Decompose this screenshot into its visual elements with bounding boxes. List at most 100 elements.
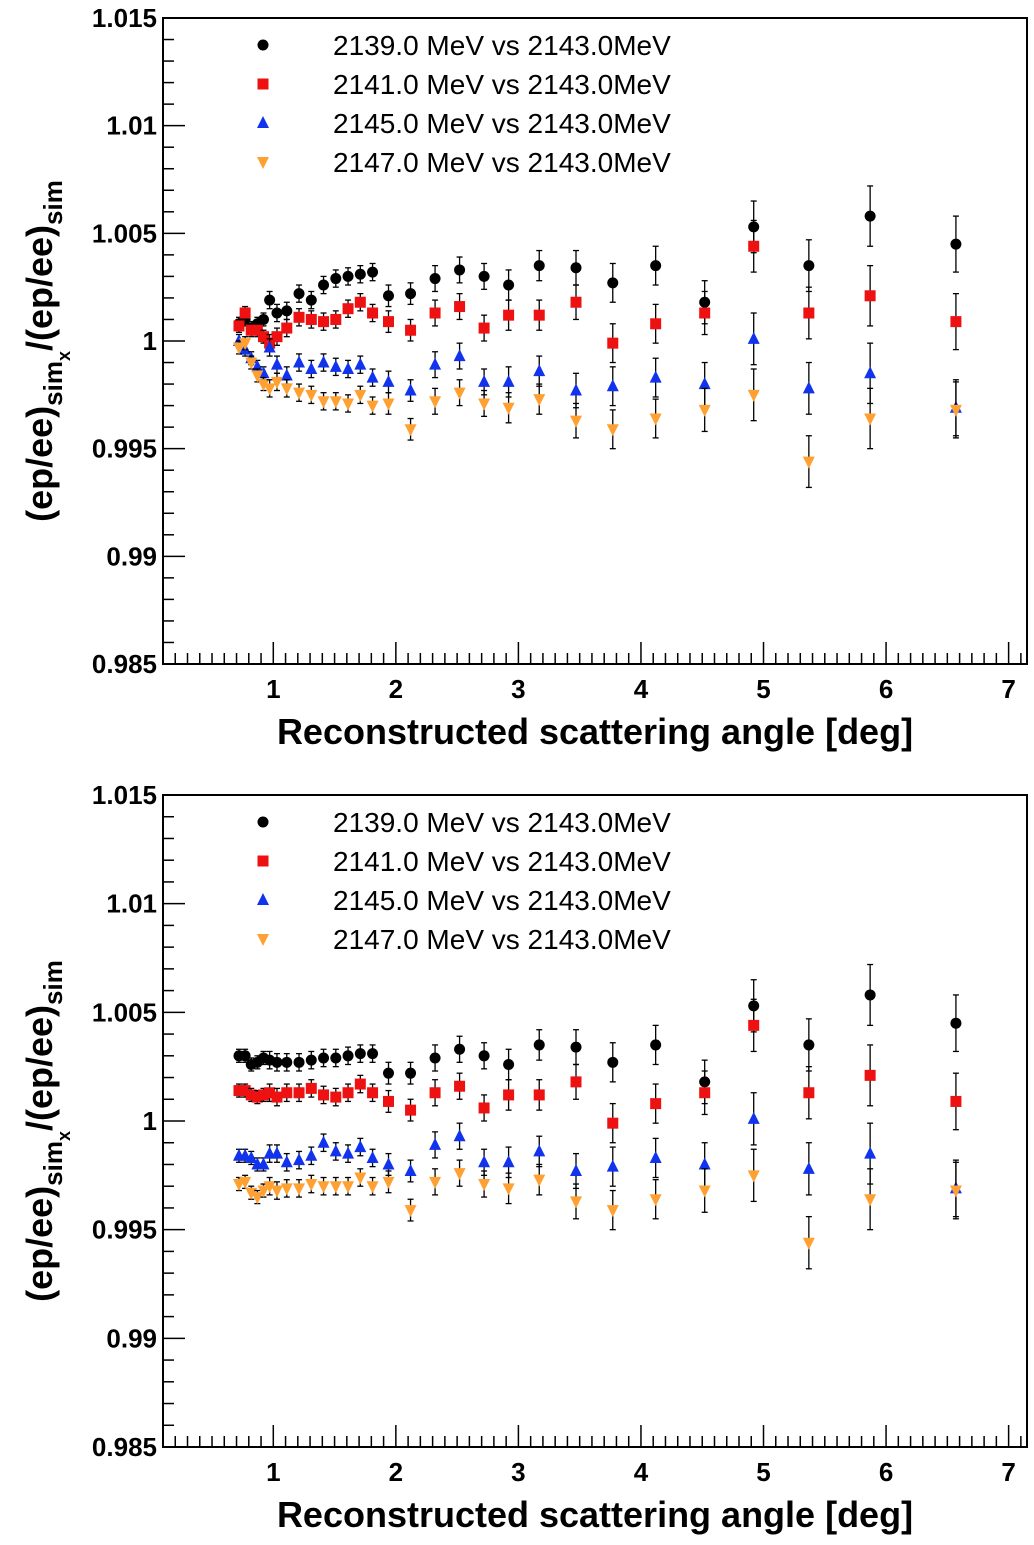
data-point [502,1172,515,1205]
data-point [305,1050,317,1070]
data-point [606,1189,619,1231]
data-point [245,1185,258,1200]
data-point [281,301,293,321]
data-point [802,361,815,415]
data-point [747,1092,760,1146]
data-point [649,398,662,439]
x-tick-label: 2 [389,674,403,704]
data-point [503,1048,515,1081]
data-point [382,1170,395,1194]
data-point [533,299,545,331]
data-point [318,1048,330,1068]
data-point [699,1070,711,1116]
data-point [570,1063,582,1100]
legend-item: 2147.0 MeV vs 2143.0MeV [257,924,671,955]
data-point [367,1083,379,1103]
data-point [382,284,394,308]
data-point [367,303,379,323]
data-point [453,342,466,370]
y-tick-label: 1 [143,326,157,356]
x-tick-label: 7 [1001,674,1015,704]
data-point [429,1079,441,1107]
data-point [650,303,662,344]
data-point [478,1094,490,1122]
data-point [503,299,515,331]
legend-label: 2139.0 MeV vs 2143.0MeV [333,807,671,838]
data-point [366,1176,379,1196]
x-axis-title: Reconstructed scattering angle [deg] [277,711,913,752]
data-point [478,314,490,342]
data-point [949,381,962,439]
data-point [305,310,317,329]
y-title-sub: sim [38,180,68,225]
data-point [281,318,293,338]
y-axis-title: (ep/ee)simx/(ep/ee)sim [19,960,74,1302]
data-point [453,1159,466,1187]
data-point [257,1157,270,1172]
data-point [280,1152,293,1172]
y-title-subsub: x [54,1131,74,1141]
data-point [354,292,366,312]
data-point [317,1133,330,1153]
data-point [270,372,283,392]
x-tick-label: 1 [266,674,280,704]
legend-item: 2141.0 MeV vs 2143.0MeV [257,69,671,100]
data-point [864,264,876,327]
data-point [280,1179,293,1198]
legend-item: 2139.0 MeV vs 2143.0MeV [257,807,671,838]
series-3 [232,312,962,437]
data-point [747,368,760,422]
data-point [293,284,305,303]
x-tick-label: 3 [511,1457,525,1487]
data-point [245,1150,258,1166]
data-point [342,394,355,413]
data-point [405,318,417,342]
data-point [239,1174,252,1190]
chart-panel-bottom: 0.985 0.99 0.995 1 1.005 1.01 1.015 1 2 3 4 5 6 7 Reco… [0,775,1034,1545]
data-point [293,1052,305,1072]
data-point [293,1083,305,1103]
data-point [453,379,466,407]
x-tick-label: 5 [756,674,770,704]
legend-label: 2145.0 MeV vs 2143.0MeV [333,108,671,139]
data-point [251,1189,264,1205]
data-point [533,355,546,387]
data-point [533,1029,545,1061]
data-point [382,310,394,334]
series-2 [233,219,962,364]
chart-panel-top: 0.985 0.99 0.995 1 1.005 1.01 1.015 1 2 3 4 5 6 7 Reco… [0,0,1034,770]
data-point [342,359,355,379]
data-point [270,355,283,374]
data-point [454,292,466,321]
data-point [570,372,583,409]
data-point [533,249,545,282]
y-tick-label: 0.995 [92,1215,157,1245]
data-point [429,1168,442,1196]
data-point [232,340,245,355]
data-point [271,303,283,323]
data-point [330,1087,342,1107]
data-point [803,239,815,293]
data-point [342,1176,355,1196]
legend-label: 2145.0 MeV vs 2143.0MeV [333,885,671,916]
data-point [650,1024,662,1066]
data-point [570,402,583,439]
y-tick-label: 0.985 [92,1432,157,1462]
data-point [354,1137,367,1157]
data-point [354,264,366,284]
data-point [803,1018,815,1072]
series-4 [232,336,962,489]
data-point [607,1102,619,1144]
data-point [305,1079,317,1098]
data-point [239,336,252,351]
data-point [366,368,379,387]
data-point [305,385,318,405]
data-point [454,1072,466,1100]
data-point [404,1159,417,1183]
data-point [281,1052,293,1072]
data-point [405,282,417,306]
data-point [533,383,546,415]
data-point [318,1085,330,1105]
data-point [404,1198,417,1222]
y-title-slash: /(ep/ee) [19,1005,60,1131]
